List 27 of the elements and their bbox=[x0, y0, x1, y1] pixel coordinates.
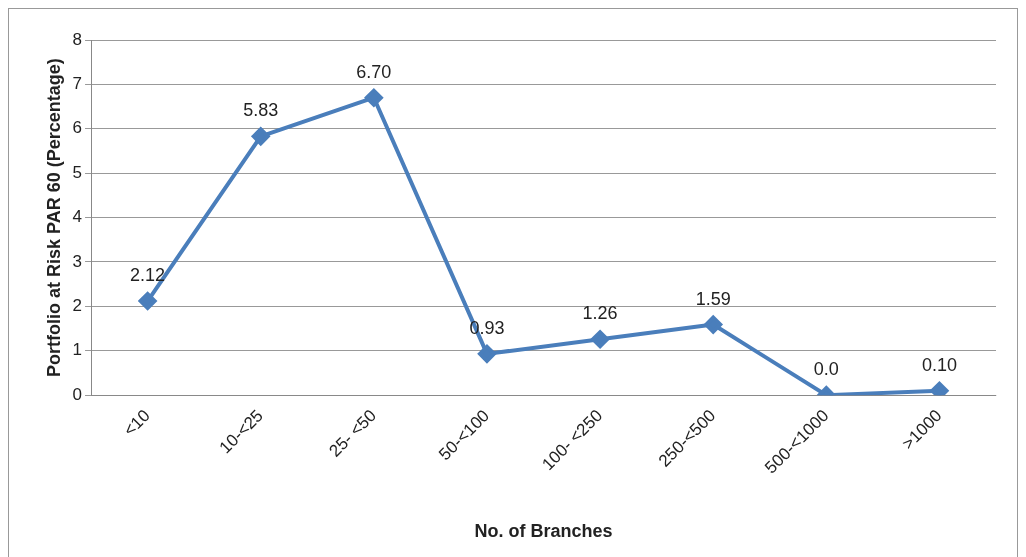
data-label: 1.26 bbox=[582, 303, 618, 324]
data-label: 1.59 bbox=[695, 288, 731, 309]
y-tick-label: 1 bbox=[72, 340, 83, 360]
point bbox=[591, 330, 610, 349]
x-axis-title: No. of Branches bbox=[474, 521, 613, 542]
data-label: 5.83 bbox=[243, 100, 279, 121]
data-label: 2.12 bbox=[130, 265, 166, 286]
point bbox=[477, 344, 496, 363]
point bbox=[930, 381, 949, 396]
y-tick-label: 7 bbox=[72, 74, 83, 94]
data-label: 0.10 bbox=[921, 354, 957, 375]
y-tick-label: 4 bbox=[72, 207, 83, 227]
y-tick-label: 6 bbox=[72, 118, 83, 138]
x-tick-label: <10 bbox=[119, 406, 154, 440]
y-tick-label: 8 bbox=[72, 29, 83, 49]
point bbox=[251, 127, 270, 146]
y-tick-label: 0 bbox=[72, 384, 83, 404]
x-tick-label: 25- <50 bbox=[325, 406, 380, 461]
data-label: 0.0 bbox=[813, 359, 839, 380]
y-axis-title: Portfolio at Risk PAR 60 (Percentage) bbox=[43, 58, 64, 377]
point bbox=[364, 88, 383, 107]
point bbox=[138, 292, 157, 311]
point bbox=[704, 315, 723, 334]
y-tick-label: 2 bbox=[72, 296, 83, 316]
y-tick-label: 3 bbox=[72, 251, 83, 271]
data-label: 6.70 bbox=[356, 61, 392, 82]
y-tick-label: 5 bbox=[72, 162, 83, 182]
